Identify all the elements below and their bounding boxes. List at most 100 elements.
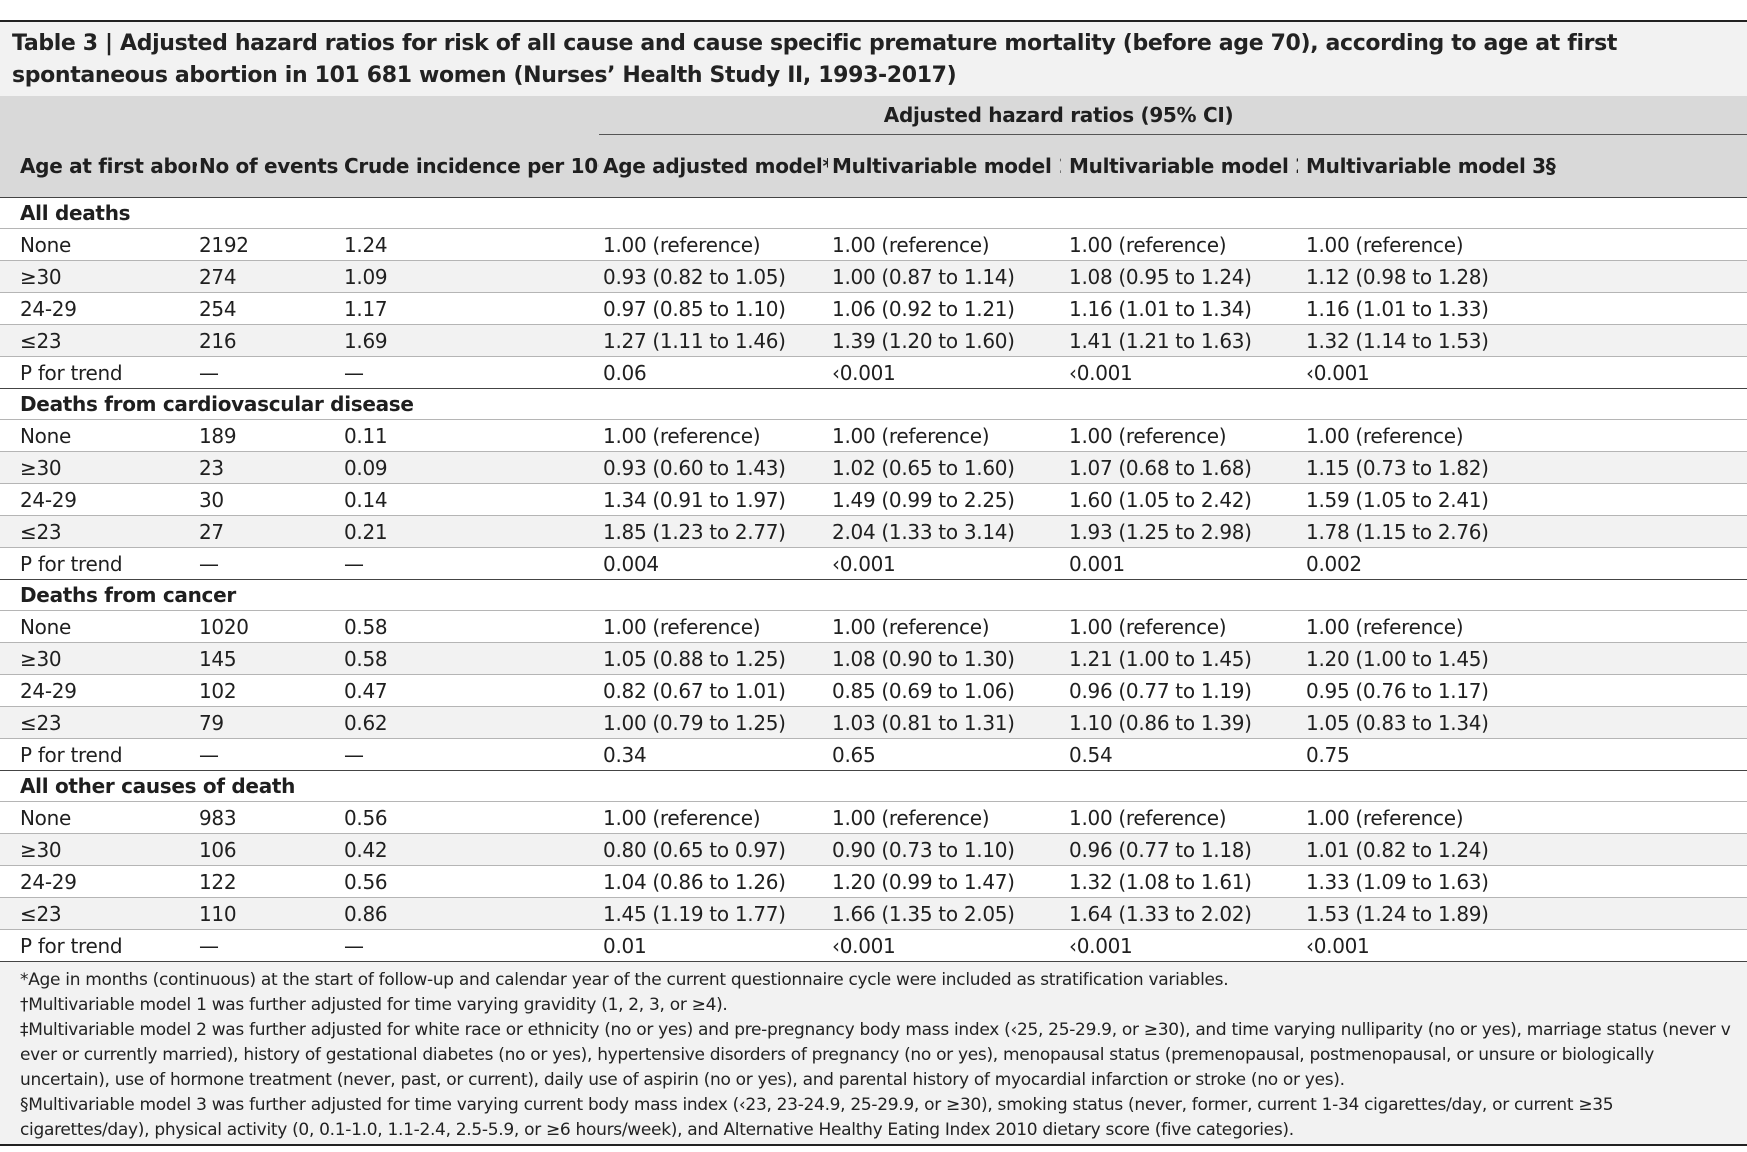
age-group-cell: P for trend <box>0 547 197 580</box>
table-row: ≤23 27 0.21 1.85 (1.23 to 2.77) 2.04 (1.33 t… <box>0 515 1747 548</box>
incidence-cell: 0.62 <box>342 706 600 739</box>
section-label: Deaths from cardiovascular disease <box>0 388 1747 420</box>
age-adjusted-cell: 1.00 (reference) <box>599 228 829 261</box>
table-row: None 2192 1.24 1.00 (reference) 1.00 (refere… <box>0 228 1747 261</box>
incidence-cell: — <box>342 356 600 389</box>
model-3-cell: 1.53 (1.24 to 1.89) <box>1298 897 1747 930</box>
table-row: ≤23 110 0.86 1.45 (1.19 to 1.77) 1.66 (1.35 … <box>0 897 1747 930</box>
section-label: All deaths <box>0 197 1747 229</box>
model-2-cell: 0.96 (0.77 to 1.18) <box>1061 833 1299 866</box>
age-adjusted-cell: 1.34 (0.91 to 1.97) <box>599 483 829 516</box>
events-cell: 23 <box>197 451 342 484</box>
incidence-cell: 0.09 <box>342 451 600 484</box>
group-header-row: Adjusted hazard ratios (95% CI) <box>0 96 1747 135</box>
model-3-cell: 1.32 (1.14 to 1.53) <box>1298 324 1747 357</box>
age-adjusted-cell: 0.97 (0.85 to 1.10) <box>599 292 829 325</box>
model-1-cell: 1.00 (reference) <box>828 228 1062 261</box>
age-adjusted-cell: 1.27 (1.11 to 1.46) <box>599 324 829 357</box>
table-row: 24-29 30 0.14 1.34 (0.91 to 1.97) 1.49 (0.99… <box>0 483 1747 516</box>
model-2-cell: 1.08 (0.95 to 1.24) <box>1061 260 1299 293</box>
footnotes: *Age in months (continuous) at the start… <box>0 962 1747 1146</box>
table-row: ≥30 23 0.09 0.93 (0.60 to 1.43) 1.02 (0.65 t… <box>0 451 1747 484</box>
model-1-cell: 1.49 (0.99 to 2.25) <box>828 483 1062 516</box>
footnote: †Multivariable model 1 was further adjus… <box>20 995 728 1015</box>
age-adjusted-cell: 0.34 <box>599 738 829 771</box>
table-figure: Table 3 | Adjusted hazard ratios for ris… <box>0 20 1747 1148</box>
model-2-cell: 1.21 (1.00 to 1.45) <box>1061 642 1299 675</box>
footnote: §Multivariable model 3 was further adjus… <box>20 1095 1614 1140</box>
model-3-cell: 1.20 (1.00 to 1.45) <box>1298 642 1747 675</box>
model-2-cell: 0.96 (0.77 to 1.19) <box>1061 674 1299 707</box>
age-group-cell: None <box>0 228 197 261</box>
age-adjusted-cell: 0.82 (0.67 to 1.01) <box>599 674 829 707</box>
events-cell: 110 <box>197 897 342 930</box>
col-multivariable-model-3: Multivariable model 3§ <box>1306 154 1556 178</box>
group-header: Adjusted hazard ratios (95% CI) <box>599 96 1747 135</box>
model-3-cell: ‹0.001 <box>1298 929 1747 962</box>
events-cell: 102 <box>197 674 342 707</box>
events-cell: 274 <box>197 260 342 293</box>
age-group-cell: None <box>0 419 197 452</box>
model-1-cell: 0.65 <box>828 738 1062 771</box>
age-group-cell: ≥30 <box>0 451 197 484</box>
age-group-cell: P for trend <box>0 738 197 771</box>
model-1-cell: 1.66 (1.35 to 2.05) <box>828 897 1062 930</box>
model-3-cell: 0.002 <box>1298 547 1747 580</box>
model-1-cell: 1.06 (0.92 to 1.21) <box>828 292 1062 325</box>
model-2-cell: 1.64 (1.33 to 2.02) <box>1061 897 1299 930</box>
incidence-cell: 0.86 <box>342 897 600 930</box>
table-row: P for trend — —0.004 ‹0.001 0.001 0.002 <box>0 547 1747 580</box>
footnote: ‡Multivariable model 2 was further adjus… <box>20 1020 1731 1090</box>
col-crude-incidence: Crude incidence per 1000 person years <box>344 153 599 178</box>
events-cell: 30 <box>197 483 342 516</box>
table-row: None 1020 0.58 1.00 (reference) 1.00 (refere… <box>0 610 1747 643</box>
age-group-cell: ≤23 <box>0 324 197 357</box>
model-2-cell: 1.60 (1.05 to 2.42) <box>1061 483 1299 516</box>
model-3-cell: 1.00 (reference) <box>1298 801 1747 834</box>
model-2-cell: 1.16 (1.01 to 1.34) <box>1061 292 1299 325</box>
col-multivariable-model-2: Multivariable model 2‡ <box>1069 154 1299 178</box>
table-row: None 189 0.11 1.00 (reference) 1.00 (referen… <box>0 419 1747 452</box>
incidence-cell: 1.09 <box>342 260 600 293</box>
model-2-cell: ‹0.001 <box>1061 929 1299 962</box>
table-row: P for trend — —0.34 0.65 0.54 0.75 <box>0 738 1747 771</box>
age-adjusted-cell: 1.00 (reference) <box>599 801 829 834</box>
events-cell: 79 <box>197 706 342 739</box>
model-2-cell: 1.41 (1.21 to 1.63) <box>1061 324 1299 357</box>
incidence-cell: — <box>342 738 600 771</box>
age-group-cell: ≤23 <box>0 897 197 930</box>
age-adjusted-cell: 0.93 (0.82 to 1.05) <box>599 260 829 293</box>
events-cell: — <box>197 738 342 771</box>
age-group-cell: ≤23 <box>0 515 197 548</box>
age-adjusted-cell: 1.45 (1.19 to 1.77) <box>599 897 829 930</box>
incidence-cell: — <box>342 929 600 962</box>
age-group-cell: P for trend <box>0 356 197 389</box>
age-group-cell: ≥30 <box>0 642 197 675</box>
events-cell: — <box>197 356 342 389</box>
model-1-cell: ‹0.001 <box>828 547 1062 580</box>
model-1-cell: 1.39 (1.20 to 1.60) <box>828 324 1062 357</box>
incidence-cell: — <box>342 547 600 580</box>
model-2-cell: 1.00 (reference) <box>1061 801 1299 834</box>
model-2-cell: 1.00 (reference) <box>1061 228 1299 261</box>
age-group-cell: None <box>0 610 197 643</box>
age-adjusted-cell: 0.80 (0.65 to 0.97) <box>599 833 829 866</box>
footnote: *Age in months (continuous) at the start… <box>20 970 1229 990</box>
age-group-cell: P for trend <box>0 929 197 962</box>
model-2-cell: 1.10 (0.86 to 1.39) <box>1061 706 1299 739</box>
age-group-cell: None <box>0 801 197 834</box>
model-1-cell: 1.00 (reference) <box>828 801 1062 834</box>
age-adjusted-cell: 1.85 (1.23 to 2.77) <box>599 515 829 548</box>
model-2-cell: 1.00 (reference) <box>1061 610 1299 643</box>
events-cell: 983 <box>197 801 342 834</box>
col-multivariable-model-1: Multivariable model 1† <box>832 154 1062 178</box>
events-cell: 27 <box>197 515 342 548</box>
model-2-cell: 0.54 <box>1061 738 1299 771</box>
model-3-cell: 1.01 (0.82 to 1.24) <box>1298 833 1747 866</box>
table-row: ≤23 79 0.62 1.00 (0.79 to 1.25) 1.03 (0.81 t… <box>0 706 1747 739</box>
events-cell: 2192 <box>197 228 342 261</box>
incidence-cell: 0.58 <box>342 610 600 643</box>
model-3-cell: ‹0.001 <box>1298 356 1747 389</box>
age-adjusted-cell: 1.00 (reference) <box>599 419 829 452</box>
age-group-cell: ≤23 <box>0 706 197 739</box>
